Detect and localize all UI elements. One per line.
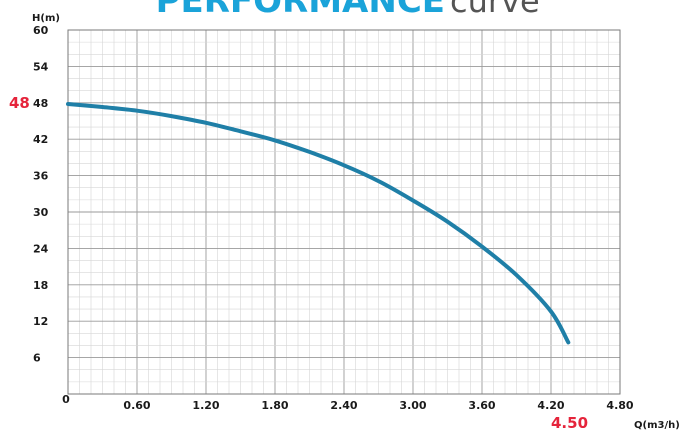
y-tick-label: 60 xyxy=(33,24,49,37)
y-tick-label: 36 xyxy=(33,170,49,183)
x-tick-label: 1.80 xyxy=(261,399,288,412)
x-tick-label: 0.60 xyxy=(123,399,150,412)
y-tick-label: 12 xyxy=(33,315,48,328)
chart-subtitle: curve xyxy=(450,0,540,20)
grid xyxy=(67,29,621,395)
plot-border xyxy=(67,29,621,395)
highlight-head-label: 48 xyxy=(9,94,30,112)
y-axis-label: H(m) xyxy=(32,13,60,24)
x-tick-label: 4.20 xyxy=(537,399,564,412)
x-tick-label: 3.00 xyxy=(399,399,426,412)
y-tick-label: 48 xyxy=(33,97,48,110)
x-tick-label: 1.20 xyxy=(192,399,219,412)
y-tick-label: 42 xyxy=(33,133,48,146)
highlight-flow-label: 4.50 xyxy=(551,414,588,432)
y-tick-label: 6 xyxy=(33,352,41,365)
series-line-0 xyxy=(66,102,571,345)
y-tick-label: 24 xyxy=(33,242,49,255)
x-tick-label: 4.80 xyxy=(606,399,633,412)
x-tick-label: 0 xyxy=(62,393,70,406)
y-tick-label: 18 xyxy=(33,279,48,292)
x-axis-label: Q(m3/h) xyxy=(634,420,680,431)
y-tick-label: 30 xyxy=(33,206,49,219)
y-tick-label: 54 xyxy=(33,60,49,73)
series-line-group xyxy=(66,102,571,345)
chart-title: PERFORMANCE xyxy=(156,0,445,21)
x-tick-label: 3.60 xyxy=(468,399,495,412)
x-tick-label: 2.40 xyxy=(330,399,357,412)
